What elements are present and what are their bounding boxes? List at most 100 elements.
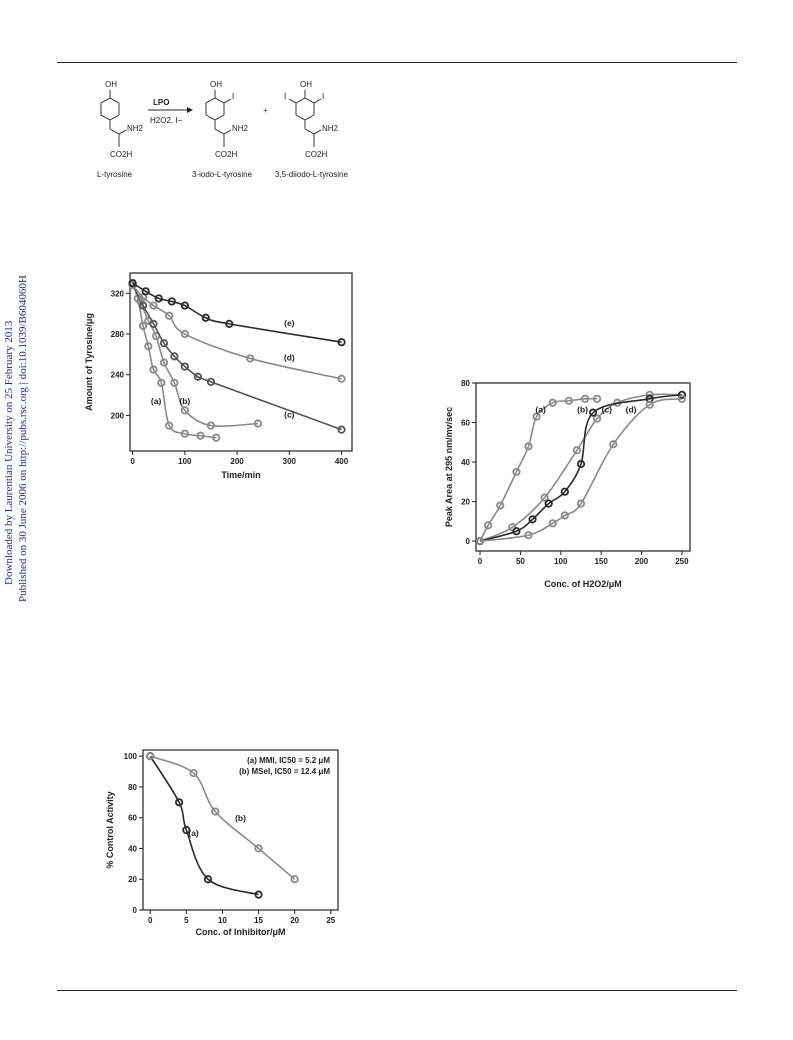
- data-point: [159, 358, 169, 367]
- series-c: (c): [475, 390, 687, 546]
- data-point: [180, 329, 189, 339]
- nh2-label: NH2: [322, 124, 339, 133]
- iodine-label: I: [322, 92, 324, 101]
- data-point: [524, 442, 533, 451]
- reaction-scheme: OH NH2 CO2H L-tyrosine LPO H2O2, I− OH I…: [97, 80, 348, 179]
- publication-notice[interactable]: Published on 30 June 2006 on http://pubs…: [17, 275, 29, 602]
- co2h-label: CO2H: [305, 150, 327, 159]
- y-tick-label: 0: [133, 906, 138, 915]
- structure-l-tyrosine: OH NH2 CO2H L-tyrosine: [97, 80, 144, 179]
- data-point: [512, 527, 521, 536]
- y-tick-label: 20: [461, 498, 470, 507]
- y-tick-label: 320: [111, 289, 125, 298]
- data-point: [524, 531, 533, 540]
- data-point: [593, 414, 602, 423]
- series-label: (a): [151, 396, 162, 406]
- x-tick-label: 0: [130, 457, 135, 466]
- legend-entry: (a) MMI, IC50 = 5.2 μM: [247, 756, 330, 765]
- data-point: [540, 493, 549, 502]
- series-label: (d): [626, 405, 637, 415]
- data-point: [175, 798, 184, 807]
- data-point: [512, 467, 521, 477]
- data-point: [189, 768, 198, 778]
- y-tick-label: 280: [111, 330, 125, 339]
- data-point: [254, 844, 263, 853]
- nh2-label: NH2: [127, 124, 144, 133]
- data-point: [588, 408, 598, 417]
- oh-label: OH: [105, 80, 117, 89]
- data-point: [180, 301, 189, 310]
- y-axis-label: Peak Area at 295 nm/mv/sec: [444, 407, 454, 527]
- y-tick-label: 100: [124, 752, 138, 761]
- series-line: [131, 282, 259, 428]
- x-tick-label: 100: [554, 557, 568, 566]
- data-point: [576, 459, 586, 469]
- data-point: [170, 352, 179, 361]
- header-rule: [57, 62, 737, 63]
- series-line: [131, 282, 217, 439]
- y-axis-label: % Control Activity: [105, 791, 115, 868]
- data-point: [593, 394, 602, 403]
- data-point: [180, 429, 189, 438]
- series-line: [149, 755, 296, 880]
- y-tick-label: 200: [111, 411, 125, 420]
- data-point: [677, 394, 687, 403]
- y-axis-label: Amount of Tyrosine/μg: [84, 313, 94, 411]
- co2h-label: CO2H: [110, 150, 132, 159]
- data-point: [290, 875, 299, 884]
- y-tick-label: 60: [461, 419, 470, 428]
- data-point: [253, 419, 263, 428]
- data-point: [128, 279, 137, 288]
- data-point: [157, 378, 166, 387]
- data-point: [149, 301, 158, 310]
- series-label: (b): [179, 396, 190, 406]
- data-point: [576, 499, 586, 508]
- series-label: (b): [577, 405, 588, 415]
- series-label: (b): [235, 813, 246, 823]
- data-point: [254, 890, 263, 899]
- data-point: [212, 433, 221, 442]
- series-line: [131, 284, 342, 431]
- co2h-label: CO2H: [215, 150, 237, 159]
- data-point: [484, 521, 493, 530]
- y-tick-label: 20: [128, 875, 137, 884]
- compound-label: 3-iodo-L-tyrosine: [192, 170, 253, 179]
- x-tick-label: 50: [516, 557, 525, 566]
- data-point: [146, 752, 155, 761]
- series-line: [479, 398, 683, 542]
- data-point: [337, 425, 346, 434]
- x-tick-label: 5: [184, 916, 189, 925]
- x-tick-label: 200: [230, 457, 244, 466]
- oh-label: OH: [300, 80, 312, 89]
- x-tick-label: 25: [326, 916, 335, 925]
- data-point: [548, 398, 557, 407]
- data-point: [149, 365, 158, 374]
- series-label: (c): [284, 409, 295, 419]
- plot-frame: [129, 272, 353, 452]
- series-line: [479, 397, 598, 542]
- plot-frame: [142, 749, 339, 911]
- data-point: [154, 294, 163, 303]
- series-label: (a): [535, 405, 546, 415]
- compound-label: 3,5-diiodo-L-tyrosine: [275, 170, 348, 179]
- data-point: [206, 421, 216, 430]
- x-tick-label: 100: [178, 457, 192, 466]
- series-label: (c): [602, 405, 613, 415]
- series-line: [132, 282, 342, 343]
- plus-sign: +: [263, 106, 268, 115]
- data-point: [159, 339, 169, 348]
- data-point: [544, 499, 553, 508]
- y-tick-label: 240: [111, 371, 125, 380]
- download-notice[interactable]: Downloaded by Laurentian University on 2…: [3, 320, 15, 585]
- data-point: [225, 319, 234, 328]
- data-point: [528, 515, 537, 524]
- x-tick-label: 20: [290, 916, 299, 925]
- x-tick-label: 0: [148, 916, 153, 925]
- x-tick-label: 150: [594, 557, 608, 566]
- x-tick-label: 300: [283, 457, 297, 466]
- data-point: [548, 519, 557, 528]
- iodine-label: I: [284, 92, 286, 101]
- structure-3-iodo-tyrosine: OH I NH2 CO2H 3-iodo-L-tyrosine: [192, 80, 253, 179]
- data-point: [206, 377, 216, 386]
- series-label: (e): [284, 318, 295, 328]
